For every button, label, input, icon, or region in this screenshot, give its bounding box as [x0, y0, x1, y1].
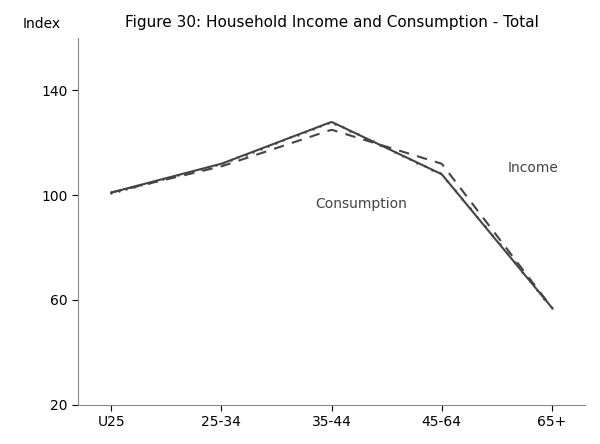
- Point: [121, 185, 131, 192]
- Point: [450, 186, 460, 194]
- Point: [331, 120, 340, 127]
- Point: [532, 286, 542, 293]
- Point: [413, 159, 422, 166]
- Point: [203, 164, 213, 171]
- Point: [465, 205, 475, 212]
- Point: [420, 163, 430, 170]
- Point: [495, 241, 505, 248]
- Point: [293, 131, 303, 138]
- Point: [166, 174, 176, 181]
- Point: [458, 195, 467, 202]
- Point: [256, 145, 265, 152]
- Point: [173, 171, 183, 178]
- Point: [510, 259, 520, 266]
- Point: [114, 187, 124, 194]
- Point: [158, 175, 168, 182]
- Point: [405, 155, 415, 163]
- Point: [346, 127, 355, 134]
- Point: [278, 137, 288, 144]
- Point: [218, 159, 228, 166]
- Point: [271, 139, 280, 147]
- Point: [361, 134, 370, 141]
- Point: [428, 166, 437, 173]
- Point: [136, 181, 146, 188]
- Point: [316, 123, 325, 130]
- Point: [233, 154, 243, 161]
- Point: [353, 131, 362, 138]
- Title: Figure 30: Household Income and Consumption - Total: Figure 30: Household Income and Consumpt…: [125, 15, 539, 30]
- Point: [390, 148, 400, 155]
- Text: Consumption: Consumption: [315, 197, 407, 211]
- Point: [547, 304, 557, 311]
- Point: [383, 145, 392, 152]
- Point: [376, 141, 385, 148]
- Point: [144, 179, 154, 186]
- Point: [472, 214, 482, 221]
- Point: [487, 232, 497, 239]
- Point: [129, 183, 139, 190]
- Text: Index: Index: [22, 17, 61, 31]
- Point: [286, 134, 295, 141]
- Point: [308, 125, 317, 132]
- Point: [368, 138, 377, 145]
- Point: [151, 177, 161, 184]
- Point: [398, 152, 407, 159]
- Point: [338, 123, 347, 131]
- Point: [502, 250, 512, 257]
- Point: [323, 120, 332, 127]
- Point: [241, 151, 250, 158]
- Point: [248, 148, 258, 155]
- Point: [263, 143, 273, 150]
- Point: [480, 223, 490, 230]
- Point: [196, 166, 206, 173]
- Point: [525, 277, 535, 284]
- Text: Income: Income: [508, 161, 559, 174]
- Point: [188, 167, 198, 174]
- Point: [435, 170, 445, 177]
- Point: [106, 189, 116, 196]
- Point: [443, 178, 452, 185]
- Point: [226, 157, 236, 164]
- Point: [517, 268, 527, 275]
- Point: [211, 162, 221, 169]
- Point: [301, 128, 310, 135]
- Point: [181, 170, 191, 177]
- Point: [539, 295, 549, 302]
